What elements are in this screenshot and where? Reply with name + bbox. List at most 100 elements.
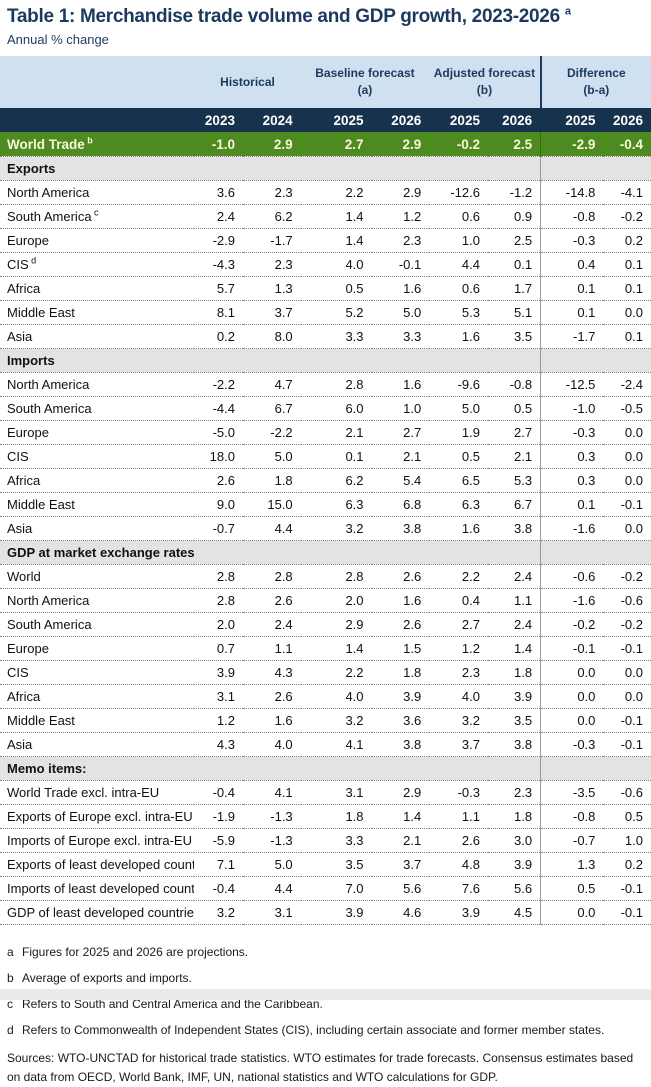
value-cell: 2.7 [300,132,372,157]
footnote-text: Average of exports and imports. [22,971,192,985]
value-cell: -1.3 [242,804,301,829]
value-cell: 7.6 [429,876,488,901]
value-cell: 1.4 [300,228,372,253]
row-footnote-marker: c [91,207,99,218]
page-title: Table 1: Merchandise trade volume and GD… [7,5,571,27]
value-cell: 2.6 [242,588,301,613]
value-cell: 1.8 [487,660,541,685]
value-cell: 4.0 [242,732,301,757]
value-cell: 1.6 [429,516,488,541]
table-row: CIS 3.9 4.3 2.2 1.8 2.3 1.8 0.0 0.0 [0,660,651,685]
value-cell: 1.6 [371,276,430,301]
section-header-label: Memo items: [0,756,541,781]
table-row: Europe -5.0 -2.2 2.1 2.7 1.9 2.7 -0.3 0.0 [0,420,651,445]
group-header-label: Historical [220,74,275,89]
table-row: South America 2.0 2.4 2.9 2.6 2.7 2.4 -0.2 -0.2 [0,612,651,637]
value-cell: 2.6 [242,684,301,709]
value-cell: 0.1 [603,276,651,301]
year-cell: 2026 [371,108,430,132]
value-cell: 0.5 [300,276,372,301]
table-row: Middle East 8.1 3.7 5.2 5.0 5.3 5.1 0.1 0.0 [0,300,651,325]
value-cell: -0.7 [194,516,243,541]
row-label: South America c [0,204,195,229]
value-cell: 4.0 [300,684,372,709]
table-row: Middle East 9.0 15.0 6.3 6.8 6.3 6.7 0.1 -0.1 [0,492,651,517]
value-cell: -1.6 [540,588,604,613]
value-cell: 3.7 [371,852,430,877]
value-cell: 2.8 [194,588,243,613]
value-cell: 3.6 [371,708,430,733]
value-cell: -0.2 [429,132,488,157]
value-cell: 0.2 [603,228,651,253]
value-cell: -2.9 [194,228,243,253]
value-cell: 0.5 [429,444,488,469]
value-cell: -0.8 [540,804,604,829]
table-row: North America -2.2 4.7 2.8 1.6 -9.6 -0.8 -12.5-… [0,372,651,397]
year-cell: 2026 [487,108,541,132]
value-cell: 0.6 [429,204,488,229]
table-row: Middle East 1.2 1.6 3.2 3.6 3.2 3.5 0.0 -0.1 [0,708,651,733]
value-cell: 1.4 [300,636,372,661]
row-label: World Trade excl. intra-EU [0,780,195,805]
value-cell: 0.7 [194,636,243,661]
value-cell: 3.0 [487,828,541,853]
value-cell: -14.8 [540,180,604,205]
value-cell: -0.2 [540,612,604,637]
footnote-a: a Figures for 2025 and 2026 are projecti… [7,945,643,959]
value-cell: 2.7 [487,420,541,445]
value-cell: -0.1 [603,876,651,901]
value-cell: 0.0 [603,420,651,445]
year-cell: 2026 [603,108,651,132]
table-row: Europe -2.9 -1.7 1.4 2.3 1.0 2.5 -0.3 0.2 [0,228,651,253]
footnote-d: d Refers to Commonwealth of Independent … [7,1023,643,1037]
value-cell: -2.2 [242,420,301,445]
value-cell: 3.2 [300,516,372,541]
footnote-marker: b [7,971,14,985]
value-cell: 0.0 [603,444,651,469]
value-cell: -2.2 [194,372,243,397]
value-cell: 3.3 [300,324,372,349]
footnote-marker: d [7,1023,14,1037]
value-cell: 0.1 [540,300,604,325]
value-cell: 5.6 [487,876,541,901]
value-cell: 2.4 [487,612,541,637]
value-cell: -1.0 [540,396,604,421]
table-row: Imports of Europe excl. intra-EU -5.9 -1.3… [0,828,651,853]
value-cell: -0.3 [540,228,604,253]
row-label: Africa [0,684,195,709]
value-cell: -0.8 [487,372,541,397]
value-cell: 3.6 [194,180,243,205]
value-cell: -2.9 [540,132,604,157]
value-cell: 4.0 [429,684,488,709]
value-cell: 0.0 [603,684,651,709]
value-cell: 2.4 [242,612,301,637]
value-cell: 5.3 [487,468,541,493]
page-bottom-strip [0,989,651,1000]
row-label: Europe [0,228,195,253]
section-header-spacer [540,756,651,781]
row-label: North America [0,372,195,397]
section-header-label: GDP at market exchange rates [0,540,541,565]
table-row: Europe 0.7 1.1 1.4 1.5 1.2 1.4 -0.1 -0.1 [0,636,651,661]
table-row: South America c 2.4 6.2 1.4 1.2 0.6 0.9 -0.8 -0.… [0,204,651,229]
value-cell: -1.7 [242,228,301,253]
value-cell: 1.0 [603,828,651,853]
value-cell: -4.1 [603,180,651,205]
value-cell: 1.1 [487,588,541,613]
value-cell: 1.6 [371,588,430,613]
value-cell: 6.7 [242,396,301,421]
year-cell: 2023 [194,108,243,132]
trade-gdp-table: Historical Baseline forecast (a) Adjusted f… [0,56,651,925]
value-cell: -1.7 [540,324,604,349]
footnote-marker: a [7,945,14,959]
title-footnote-marker: a [564,5,571,18]
footnote-b: b Average of exports and imports. [7,971,643,985]
group-header-cell: Adjusted forecast (b) [429,56,541,108]
value-cell: 2.9 [371,132,430,157]
value-cell: 2.8 [300,372,372,397]
section-header-spacer [540,348,651,373]
value-cell: 4.1 [242,780,301,805]
row-label: World Trade b [0,132,195,157]
value-cell: 3.3 [300,828,372,853]
group-header-sub: (a) [357,83,373,97]
